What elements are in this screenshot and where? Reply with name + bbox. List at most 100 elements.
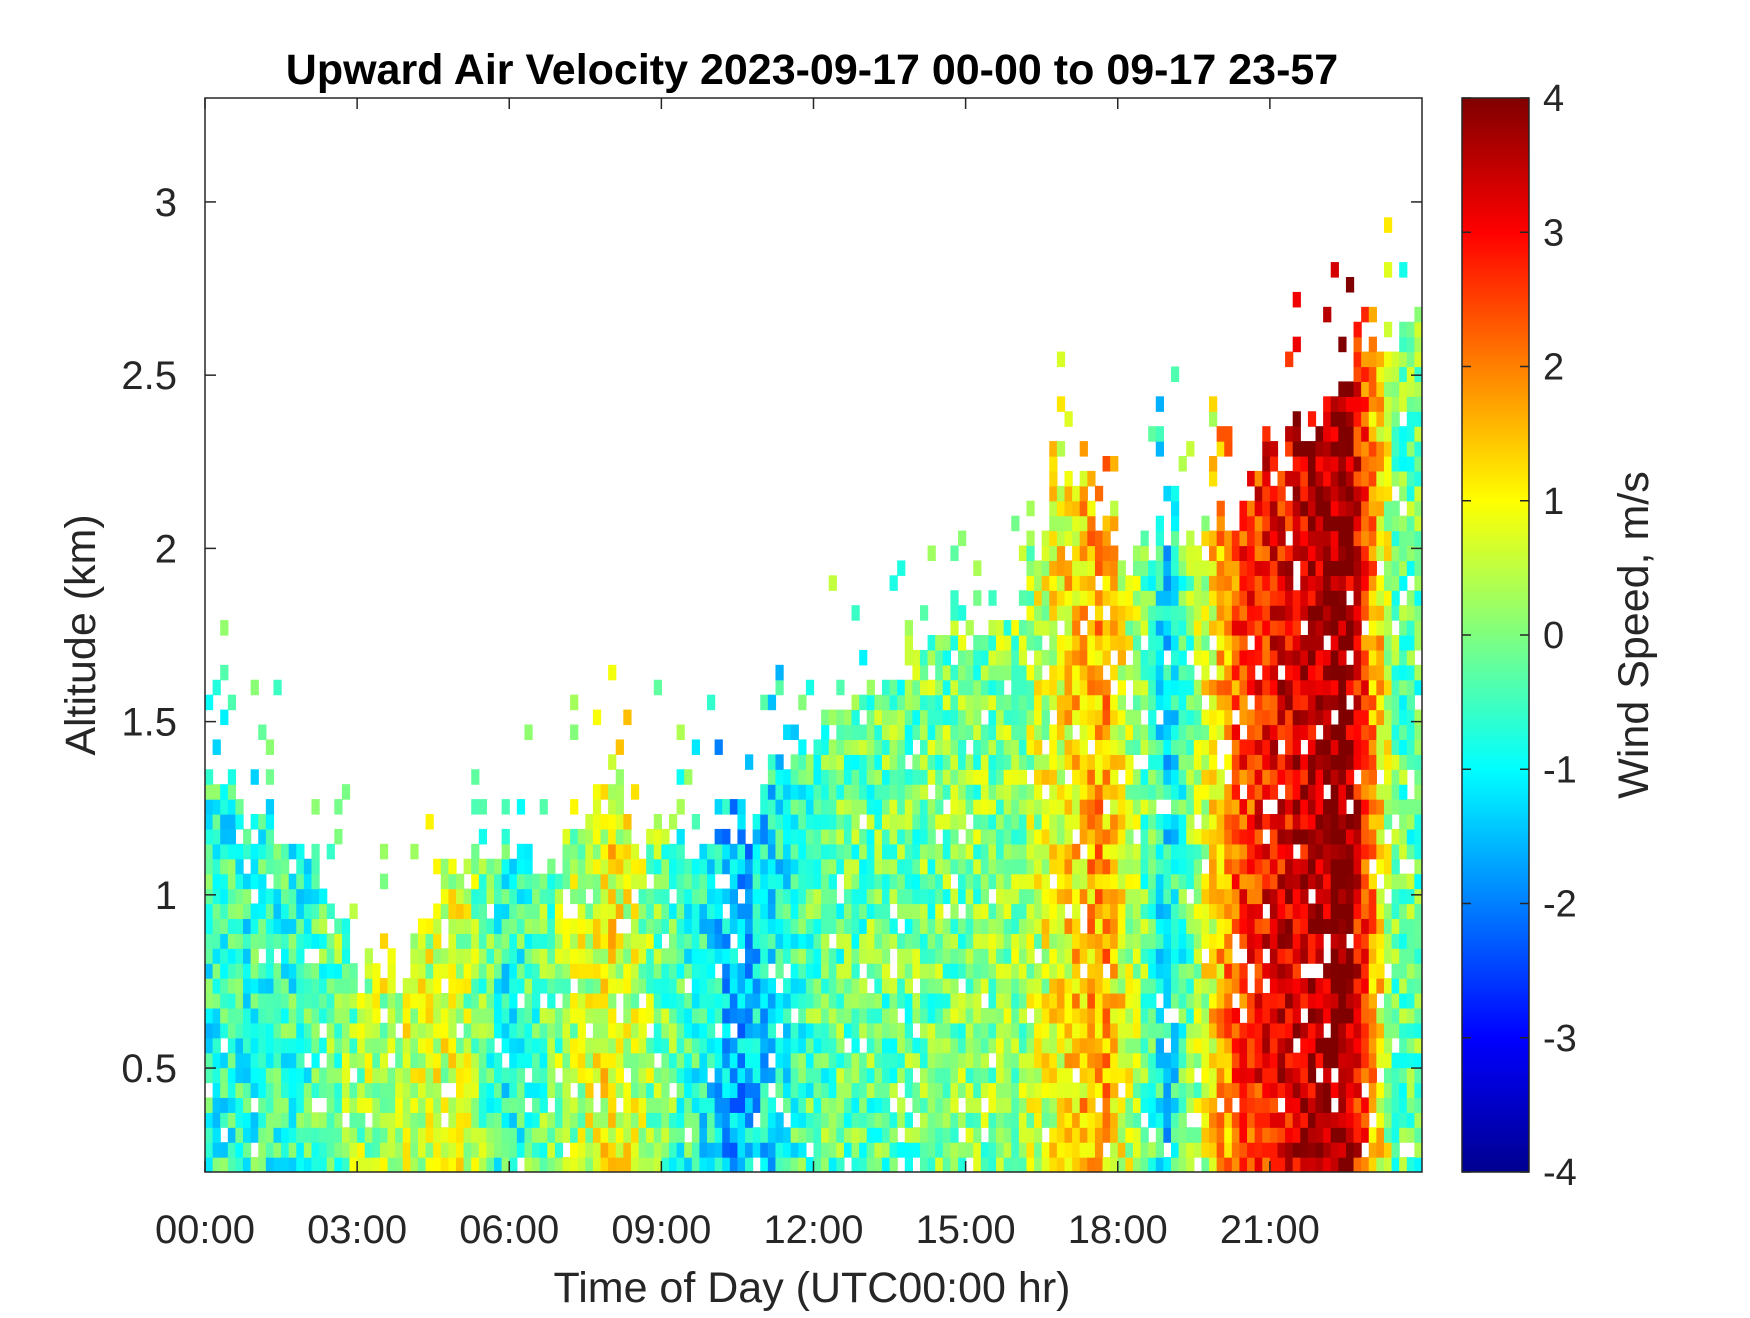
heatmap-cell	[471, 889, 479, 905]
heatmap-cell	[1209, 814, 1217, 830]
heatmap-cell	[555, 1023, 563, 1039]
heatmap-cell	[1277, 650, 1285, 666]
heatmap-cell	[562, 1083, 570, 1099]
heatmap-cell	[654, 978, 662, 994]
heatmap-cell	[1201, 889, 1209, 905]
heatmap-cell	[1133, 590, 1141, 606]
heatmap-cell	[821, 889, 829, 905]
heatmap-cell	[814, 1112, 822, 1128]
heatmap-cell	[494, 978, 502, 994]
heatmap-cell	[1247, 560, 1255, 576]
heatmap-cell	[1331, 546, 1339, 562]
heatmap-cell	[1148, 635, 1156, 651]
heatmap-cell	[334, 1038, 342, 1054]
heatmap-cell	[1407, 396, 1415, 412]
heatmap-cell	[783, 725, 791, 741]
heatmap-cell	[334, 1083, 342, 1099]
heatmap-cell	[1399, 1112, 1407, 1128]
heatmap-cell	[661, 918, 669, 934]
heatmap-cell	[1354, 710, 1362, 726]
heatmap-cell	[920, 859, 928, 875]
heatmap-cell	[296, 978, 304, 994]
heatmap-cell	[1156, 874, 1164, 890]
heatmap-cell	[715, 933, 723, 949]
heatmap-cell	[1011, 769, 1019, 785]
heatmap-cell	[342, 1127, 350, 1143]
heatmap-cell	[814, 799, 822, 815]
heatmap-cell	[1354, 963, 1362, 979]
heatmap-cell	[1262, 486, 1270, 502]
heatmap-cell	[1163, 1023, 1171, 1039]
heatmap-cell	[1217, 1068, 1225, 1084]
heatmap-cell	[912, 1097, 920, 1113]
heatmap-cell	[996, 754, 1004, 770]
heatmap-cell	[1369, 844, 1377, 860]
heatmap-cell	[1239, 710, 1247, 726]
heatmap-cell	[1262, 531, 1270, 547]
heatmap-cell	[852, 1023, 860, 1039]
heatmap-cell	[1338, 531, 1346, 547]
heatmap-cell	[1080, 665, 1088, 681]
heatmap-cell	[745, 993, 753, 1009]
heatmap-cell	[304, 874, 312, 890]
heatmap-cell	[631, 1127, 639, 1143]
heatmap-cell	[661, 1053, 669, 1069]
heatmap-cell	[943, 993, 951, 1009]
heatmap-cell	[1369, 1023, 1377, 1039]
heatmap-cell	[1186, 829, 1194, 845]
heatmap-cell	[1095, 650, 1103, 666]
heatmap-cell	[1171, 1127, 1179, 1143]
heatmap-cell	[228, 1127, 236, 1143]
heatmap-cell	[1026, 1097, 1034, 1113]
heatmap-cell	[1156, 546, 1164, 562]
heatmap-cell	[1293, 665, 1301, 681]
heatmap-cell	[920, 993, 928, 1009]
heatmap-cell	[654, 844, 662, 860]
heatmap-cell	[258, 978, 266, 994]
heatmap-cell	[692, 963, 700, 979]
heatmap-cell	[1110, 635, 1118, 651]
heatmap-cell	[1179, 948, 1187, 964]
heatmap-cell	[1270, 978, 1278, 994]
heatmap-cell	[1019, 695, 1027, 711]
heatmap-cell	[1118, 575, 1126, 591]
heatmap-cell	[1331, 1157, 1339, 1173]
heatmap-cell	[966, 695, 974, 711]
heatmap-cell	[1354, 1127, 1362, 1143]
heatmap-cell	[220, 948, 228, 964]
heatmap-cell	[1270, 635, 1278, 651]
heatmap-cell	[1080, 650, 1088, 666]
heatmap-cell	[1011, 874, 1019, 890]
heatmap-cell	[1262, 859, 1270, 875]
heatmap-cell	[1399, 322, 1407, 338]
heatmap-cell	[410, 1112, 418, 1128]
heatmap-cell	[486, 1008, 494, 1024]
heatmap-cell	[707, 695, 715, 711]
heatmap-cell	[479, 1097, 487, 1113]
heatmap-cell	[1384, 859, 1392, 875]
heatmap-cell	[1095, 739, 1103, 755]
heatmap-cell	[1042, 1023, 1050, 1039]
heatmap-cell	[654, 829, 662, 845]
heatmap-cell	[905, 978, 913, 994]
heatmap-cell	[258, 1112, 266, 1128]
heatmap-cell	[1392, 352, 1400, 368]
heatmap-cell	[1156, 829, 1164, 845]
heatmap-cell	[357, 1142, 365, 1158]
heatmap-cell	[1095, 918, 1103, 934]
heatmap-cell	[950, 1053, 958, 1069]
heatmap-cell	[943, 784, 951, 800]
heatmap-cell	[798, 695, 806, 711]
heatmap-cell	[1270, 680, 1278, 696]
heatmap-cell	[509, 874, 517, 890]
heatmap-cell	[1133, 859, 1141, 875]
heatmap-cell	[342, 1068, 350, 1084]
heatmap-cell	[1042, 650, 1050, 666]
heatmap-cell	[281, 1097, 289, 1113]
heatmap-cell	[1399, 874, 1407, 890]
heatmap-cell	[311, 874, 319, 890]
heatmap-cell	[1118, 933, 1126, 949]
heatmap-cell	[608, 874, 616, 890]
heatmap-cell	[707, 844, 715, 860]
heatmap-cell	[441, 1157, 449, 1173]
